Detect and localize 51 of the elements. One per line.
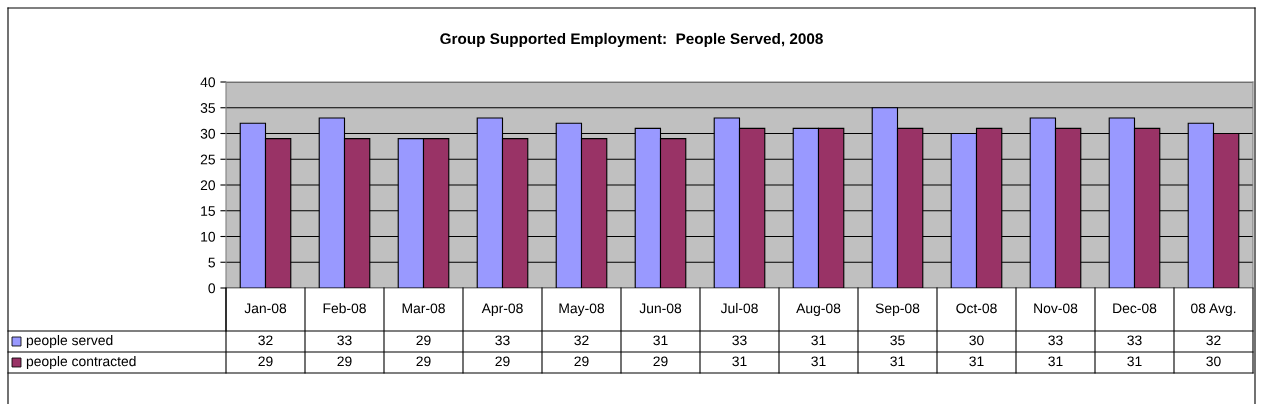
data-label: 32: [574, 335, 589, 346]
y-tick-label: 35: [200, 103, 215, 113]
data-label: 31: [811, 356, 826, 367]
data-label: 35: [890, 335, 905, 346]
data-label: 29: [416, 335, 431, 346]
x-tick-label: Feb-08: [323, 303, 366, 314]
data-label: 29: [574, 356, 589, 367]
x-tick-label: Jul-08: [720, 303, 758, 314]
y-tick-label: 20: [200, 180, 216, 191]
data-label: 31: [890, 356, 905, 367]
y-tick-label: 10: [201, 231, 216, 242]
y-tick-label: 15: [201, 206, 215, 216]
chart-title: Group Supported Employment: People Served, 2008: [440, 32, 823, 48]
x-tick-label: Nov-08: [1034, 303, 1078, 314]
y-tick-label: 25: [200, 154, 215, 165]
legend-label: people contracted: [26, 356, 136, 369]
data-label: 30: [1206, 356, 1221, 367]
legend-label: people served: [26, 335, 113, 348]
data-label: 33: [495, 335, 510, 346]
data-label: 32: [258, 335, 273, 346]
data-label: 31: [732, 356, 747, 367]
data-label: 31: [811, 335, 826, 346]
y-tick-label: 5: [208, 257, 215, 268]
data-label: 32: [1206, 335, 1221, 346]
data-label: 29: [416, 356, 431, 367]
data-label: 31: [653, 335, 668, 346]
y-tick-label: 0: [208, 283, 216, 294]
y-tick-label: 30: [200, 128, 216, 139]
x-tick-label: Jun-08: [639, 303, 682, 314]
x-tick-label: Dec-08: [1113, 303, 1157, 314]
data-label: 33: [337, 335, 352, 346]
data-label: 29: [258, 356, 273, 367]
data-label: 33: [1048, 335, 1063, 346]
data-label: 29: [337, 356, 352, 367]
data-label: 33: [732, 335, 747, 346]
x-tick-label: Jan-08: [244, 303, 287, 314]
data-label: 31: [1048, 356, 1063, 367]
y-tick-label: 40: [200, 77, 216, 88]
x-tick-label: Oct-08: [956, 303, 997, 314]
data-label: 31: [1127, 356, 1142, 367]
x-tick-label: Mar-08: [402, 303, 445, 314]
data-label: 29: [653, 356, 668, 367]
x-tick-label: Sep-08: [875, 303, 920, 316]
data-label: 30: [969, 335, 984, 346]
data-label: 31: [969, 356, 984, 367]
x-tick-label: 08 Avg.: [1191, 303, 1236, 316]
x-tick-label: Apr-08: [481, 303, 523, 316]
x-tick-label: Aug-08: [796, 303, 841, 316]
data-label: 29: [495, 356, 510, 367]
x-tick-label: May-08: [559, 303, 605, 316]
data-label: 33: [1127, 335, 1142, 346]
